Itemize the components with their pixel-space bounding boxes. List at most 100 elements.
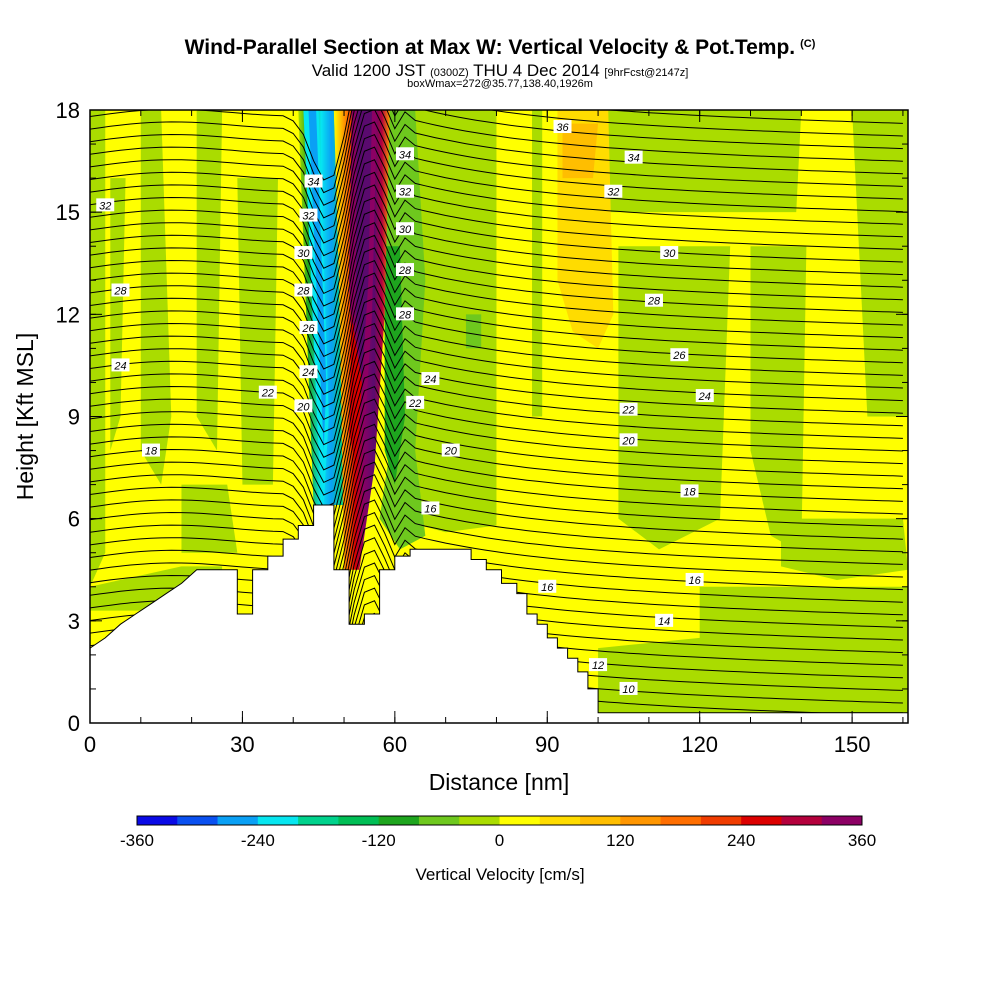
colorbar-swatch <box>781 816 823 825</box>
contour-label-text: 16 <box>688 575 701 587</box>
theta-line <box>90 247 903 383</box>
colorbar-tick-label: -360 <box>120 831 154 850</box>
theta-contour-label: 34 <box>624 150 643 165</box>
contour-label-bg <box>96 198 115 212</box>
colorbar-swatch <box>700 816 742 825</box>
contour-label-bg <box>655 613 674 627</box>
theta-contour-label: 20 <box>619 433 638 447</box>
colorbar-swatch <box>660 816 702 825</box>
contour-label-text: 24 <box>301 367 314 379</box>
contour-label-text: 28 <box>398 309 412 321</box>
field-region <box>237 178 278 485</box>
colorbar-swatch <box>177 816 219 825</box>
field-region <box>465 314 482 349</box>
y-tick-label: 9 <box>68 405 80 430</box>
y-axis-label: Height [Kft MSL] <box>12 333 38 500</box>
theta-line <box>90 222 903 358</box>
theta-contour-label: 34 <box>304 174 323 189</box>
contour-label-bg <box>111 358 130 372</box>
theta-contour-label: 32 <box>96 198 115 212</box>
theta-contour-label: 16 <box>538 579 557 594</box>
theta-line <box>90 234 903 370</box>
contour-label-bg <box>396 184 415 198</box>
field-region <box>532 110 543 417</box>
theta-line <box>90 373 903 509</box>
terrain-mask <box>89 504 909 724</box>
theta-line <box>90 436 903 572</box>
theta-line <box>90 159 903 295</box>
colorbar: -360 -240 -120 0 120 240 360 Vertical Velocity … <box>120 815 876 884</box>
contour-label-bg <box>695 389 714 403</box>
theta-contour-label: 28 <box>396 263 415 277</box>
contour-label-text: 10 <box>622 684 635 696</box>
theta-contour-label: 34 <box>396 147 415 161</box>
colorbar-swatch <box>459 816 500 825</box>
contour-label-bg <box>304 174 323 188</box>
colorbar-tick-label: -120 <box>362 831 396 850</box>
contour-label-text: 34 <box>399 149 411 161</box>
contour-label-bg <box>396 222 415 236</box>
box-info: boxWmax=272@35.77,138.40,1926m <box>407 78 593 90</box>
contour-label-text: 34 <box>307 177 319 189</box>
theta-line <box>90 322 903 458</box>
theta-contour-label: 24 <box>421 372 440 386</box>
contour-label-text: 24 <box>423 374 436 386</box>
updraft-core <box>349 314 362 468</box>
field-region <box>618 246 731 550</box>
colorbar-tick-label: -240 <box>241 831 275 850</box>
x-tick-label: 60 <box>383 732 407 757</box>
colorbar-swatch <box>137 816 178 825</box>
colorbar-swatch <box>257 816 299 825</box>
contour-label-bg <box>619 402 638 416</box>
theta-contour-label: 24 <box>299 365 318 379</box>
theta-contour-label: 22 <box>406 395 425 410</box>
y-tick-label: 18 <box>56 98 80 123</box>
theta-contour-label: 32 <box>604 184 623 199</box>
contour-label-text: 12 <box>592 660 604 672</box>
colorbar-swatch <box>539 816 581 825</box>
contour-label-text: 34 <box>628 153 640 165</box>
colorbar-tick-label: 0 <box>495 831 504 850</box>
contour-label-text: 32 <box>399 187 411 199</box>
colorbar-swatch <box>378 816 420 825</box>
theta-line <box>90 110 903 181</box>
chart-subtitle: Valid 1200 JST (0300Z) THU 4 Dec 2014 [9… <box>0 61 1000 81</box>
colorbar-swatch <box>298 816 339 825</box>
y-tick-label: 0 <box>68 711 80 736</box>
contour-label-bg <box>619 433 638 447</box>
field-region <box>852 110 908 417</box>
colorbar-frame <box>136 815 863 826</box>
theta-line <box>90 348 903 484</box>
contour-label-bg <box>685 572 704 586</box>
theta-line <box>90 184 903 320</box>
copyright-mark: (C) <box>800 38 816 50</box>
y-tick-label: 15 <box>56 200 80 225</box>
contour-label-bg <box>619 681 638 695</box>
contour-label-bg <box>294 246 313 260</box>
theta-line <box>90 423 903 559</box>
colorbar-swatch <box>580 816 621 825</box>
theta-line <box>90 110 903 219</box>
contour-label-bg <box>299 208 318 222</box>
theta-contour-label: 24 <box>695 389 714 403</box>
theta-line <box>90 461 903 597</box>
contour-label-bg <box>141 443 160 457</box>
contour-label-bg <box>660 246 679 260</box>
colorbar-swatch <box>620 816 662 825</box>
contour-label-text: 30 <box>399 224 412 236</box>
theta-line <box>90 133 903 269</box>
contour-label-text: 28 <box>113 285 127 297</box>
contour-label-bg <box>604 184 623 198</box>
x-axis-label: Distance [nm] <box>429 769 570 795</box>
contour-label-bg <box>406 395 425 409</box>
zulu-time: (0300Z) <box>430 67 469 79</box>
contour-label-bg <box>396 263 415 277</box>
theta-contour-label: 20 <box>294 399 313 413</box>
theta-contour-label: 36 <box>553 120 572 134</box>
contour-label-text: 18 <box>145 446 158 458</box>
contour-label-bg <box>258 385 277 399</box>
theta-line <box>90 196 903 332</box>
theta-line <box>90 209 903 345</box>
colorbar-tick-label: 360 <box>848 831 876 850</box>
